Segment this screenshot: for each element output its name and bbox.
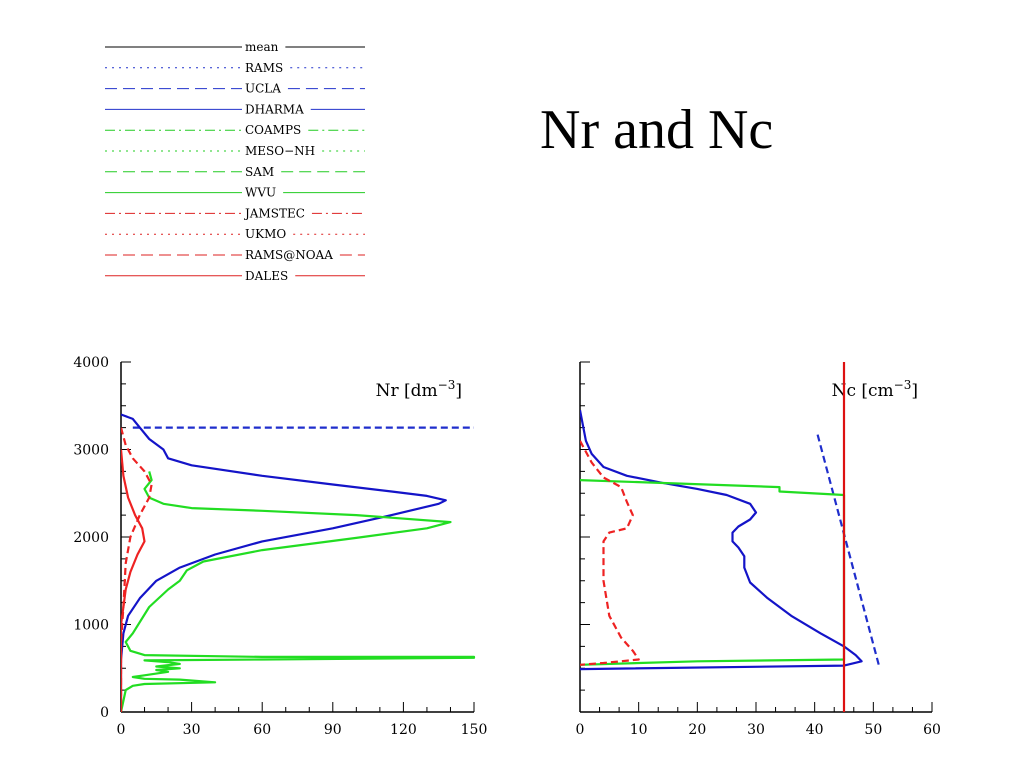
x-tick-label: 50 — [864, 722, 882, 738]
x-tick-label: 120 — [390, 722, 417, 738]
legend-label: DALES — [245, 269, 288, 283]
x-tick-label: 0 — [576, 722, 585, 738]
legend-label: DHARMA — [245, 102, 304, 116]
legend-entry-ukmo: UKMO — [105, 227, 365, 241]
x-tick-label: 20 — [688, 722, 706, 738]
series-line-rams-noaa — [580, 440, 640, 666]
y-tick-label: 2000 — [73, 530, 109, 546]
x-tick-label: 90 — [324, 722, 342, 738]
panel-nc: 0 10 20 30 40 50 60 Nc [cm−3] — [576, 361, 941, 738]
legend-entry-mean: mean — [105, 40, 365, 54]
x-tick-label: 30 — [747, 722, 765, 738]
legend-label: SAM — [245, 165, 274, 179]
legend-label: UCLA — [245, 82, 281, 96]
legend-label: UKMO — [245, 227, 286, 241]
y-tick-label: 1000 — [73, 618, 109, 634]
x-tick-label: 150 — [461, 722, 488, 738]
legend-entry-ucla: UCLA — [105, 82, 365, 96]
x-tick-label: 0 — [117, 722, 126, 738]
legend-entry-meso-nh: MESO−NH — [105, 144, 365, 158]
x-tick-label: 60 — [253, 722, 271, 738]
x-tick-label: 10 — [630, 722, 648, 738]
legend-label: WVU — [245, 186, 276, 200]
x-tick-label: 30 — [183, 722, 201, 738]
y-tick-label: 3000 — [73, 443, 109, 459]
legend-entry-jamstec: JAMSTEC — [105, 206, 365, 220]
x-tick-label: 40 — [806, 722, 824, 738]
y-tick-label: 0 — [100, 705, 109, 721]
legend-label: mean — [245, 40, 279, 54]
legend-entry-wvu: WVU — [105, 186, 365, 200]
legend-label: RAMS@NOAA — [245, 248, 333, 262]
series-line-dales — [121, 449, 146, 712]
panel-nr: 0 1000 2000 3000 4000 0 30 60 90 120 150 Nr [dm−3] — [73, 355, 487, 738]
legend-entry-sam: SAM — [105, 165, 365, 179]
legend: mean RAMS UCLA DHARMA COAMPS MESO−NH SAM WVU JAM… — [105, 40, 365, 283]
series-line-ucla — [816, 434, 881, 667]
legend-entry-coamps: COAMPS — [105, 123, 365, 137]
series-line-dharma — [121, 413, 447, 712]
legend-entry-dales: DALES — [105, 269, 365, 283]
y-tick-label: 4000 — [73, 355, 109, 371]
panel-label: Nr [dm−3] — [376, 378, 462, 401]
legend-label: MESO−NH — [245, 144, 315, 158]
legend-label: RAMS — [245, 61, 283, 75]
series-line-wvu — [121, 471, 476, 712]
legend-entry-rams-noaa: RAMS@NOAA — [105, 248, 365, 262]
legend-entry-rams: RAMS — [105, 61, 365, 75]
legend-entry-dharma: DHARMA — [105, 102, 365, 116]
x-tick-label: 60 — [923, 722, 941, 738]
series-line-dharma — [580, 409, 863, 671]
legend-label: COAMPS — [245, 123, 301, 137]
series-line-rams-noaa — [121, 427, 153, 712]
legend-label: JAMSTEC — [243, 206, 305, 220]
page-title: Nr and Nc — [540, 99, 774, 161]
panel-label: Nc [cm−3] — [832, 378, 918, 401]
